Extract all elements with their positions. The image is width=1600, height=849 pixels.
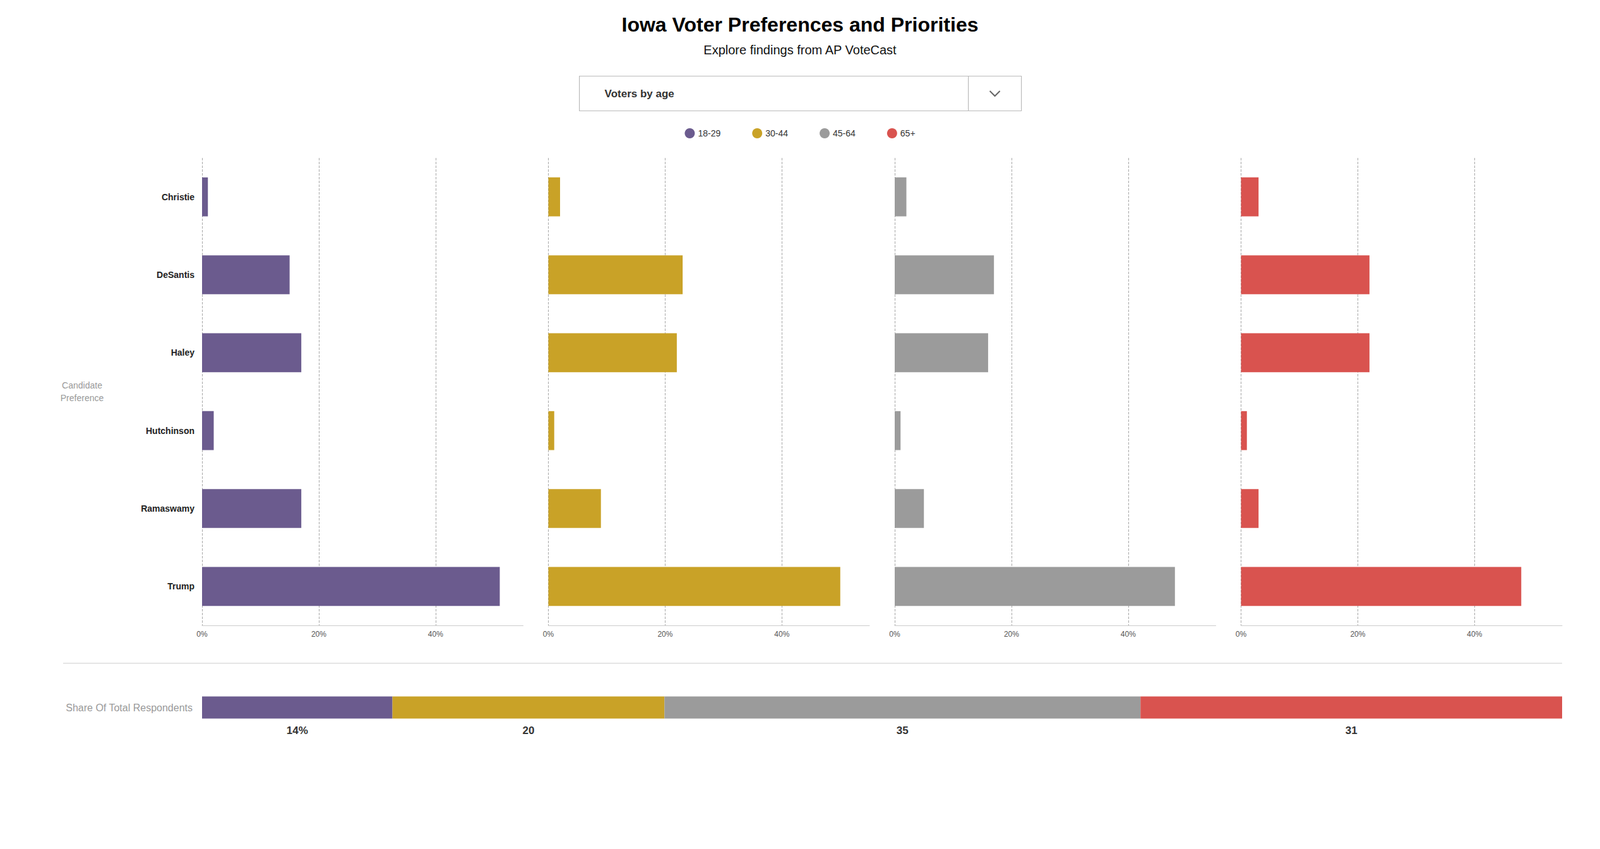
svg-text:Voters by age: Voters by age	[604, 87, 675, 100]
svg-text:0%: 0%	[1235, 629, 1248, 639]
svg-text:40%: 40%	[428, 629, 444, 639]
svg-text:20%: 20%	[657, 629, 673, 639]
svg-text:14%: 14%	[286, 724, 309, 737]
svg-text:40%: 40%	[774, 629, 790, 639]
svg-text:20%: 20%	[1003, 629, 1020, 639]
svg-text:20%: 20%	[1349, 629, 1366, 639]
svg-text:40%: 40%	[1120, 629, 1136, 639]
svg-text:Preference: Preference	[60, 392, 105, 403]
svg-text:Ramaswamy: Ramaswamy	[140, 503, 195, 514]
svg-text:40%: 40%	[1466, 629, 1482, 639]
svg-text:Hutchinson: Hutchinson	[145, 425, 195, 436]
svg-text:18-29: 18-29	[697, 128, 721, 139]
svg-text:35: 35	[896, 724, 909, 737]
svg-text:31: 31	[1345, 724, 1358, 737]
svg-text:Christie: Christie	[161, 191, 195, 203]
svg-text:Candidate: Candidate	[61, 380, 103, 391]
svg-text:45-64: 45-64	[832, 128, 856, 139]
svg-text:Iowa Voter Preferences and Pri: Iowa Voter Preferences and Priorities	[621, 13, 979, 36]
svg-text:0%: 0%	[543, 629, 555, 639]
svg-text:DeSantis: DeSantis	[156, 269, 195, 280]
svg-text:Share Of Total Respondents: Share Of Total Respondents	[65, 702, 193, 713]
svg-text:20%: 20%	[311, 629, 327, 639]
svg-text:0%: 0%	[196, 629, 208, 639]
svg-text:Explore findings from AP VoteC: Explore findings from AP VoteCast	[703, 42, 897, 57]
svg-text:0%: 0%	[889, 629, 901, 639]
svg-text:Trump: Trump	[167, 580, 195, 592]
svg-text:30-44: 30-44	[765, 128, 789, 139]
svg-text:65+: 65+	[900, 128, 916, 139]
svg-text:20: 20	[522, 724, 535, 737]
svg-text:Haley: Haley	[171, 347, 196, 358]
